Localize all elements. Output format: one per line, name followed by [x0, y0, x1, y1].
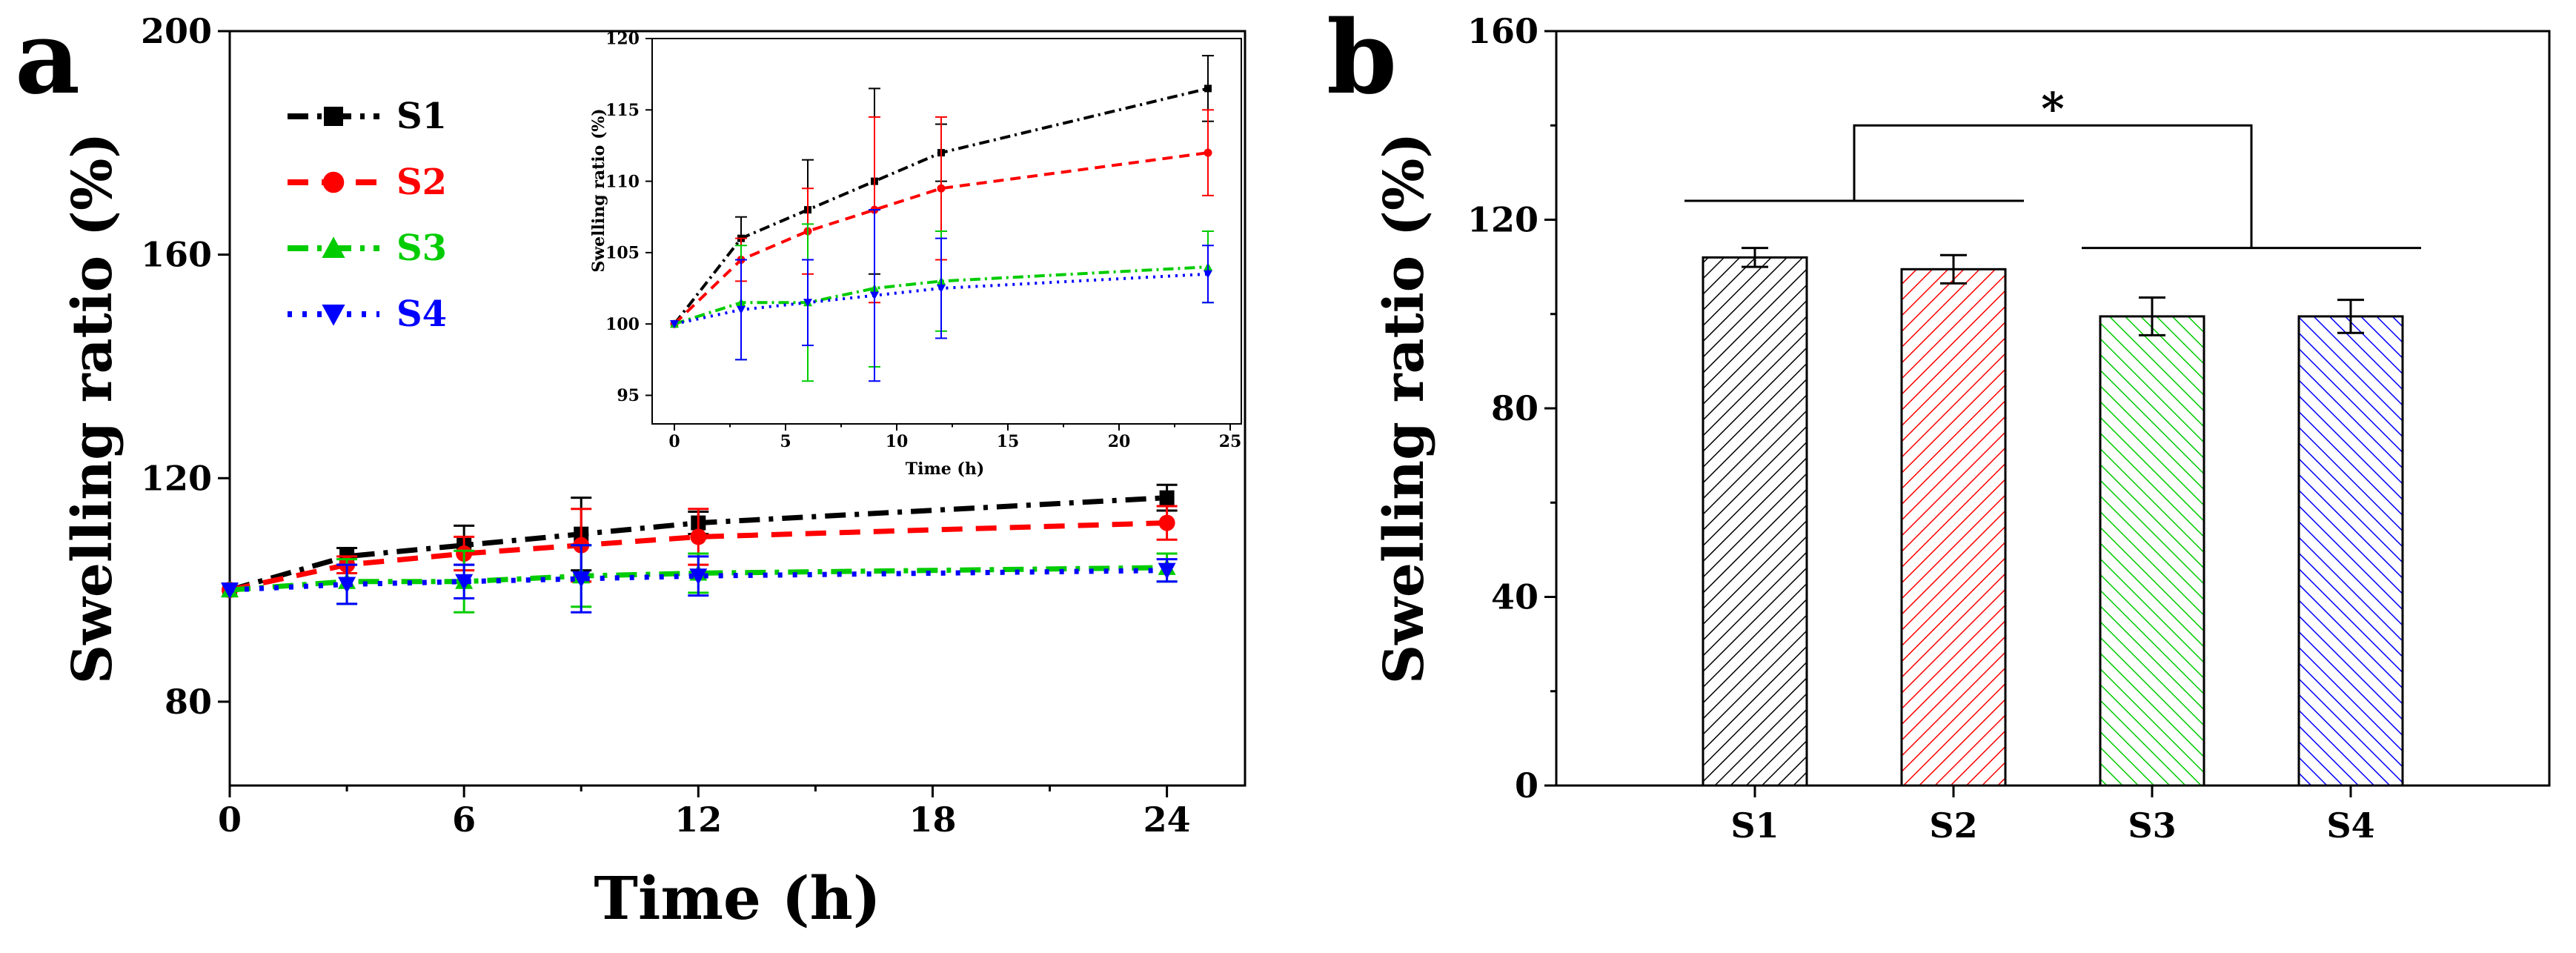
data-point-s4 — [803, 299, 812, 308]
series-line-s3 — [229, 565, 1167, 593]
panel-b-bars: S1 S2 S3 S4 — [1702, 247, 2404, 846]
bar-s2 — [1900, 268, 2007, 787]
x-tick-label-s2: S2 — [1929, 806, 1977, 846]
data-point-s4 — [221, 582, 239, 600]
data-point-s4 — [870, 291, 879, 300]
legend-label-s2: S2 — [396, 162, 447, 203]
legend-marker-s4 — [322, 305, 345, 326]
legend-label-s3: S3 — [396, 228, 447, 269]
legend-marker-s3 — [322, 236, 345, 258]
data-point-s2 — [1204, 148, 1212, 157]
panel-a-inset-ticks: 0 5 10 15 20 25 95 100 105 110 115 120 — [605, 30, 1241, 451]
panel-b-chart: 0 40 80 120 160 S1 S2 S3 S4 * Swelling ratio (%… — [1372, 11, 2551, 846]
y-tick-label: 160 — [141, 235, 212, 275]
data-point-s4 — [937, 285, 946, 293]
y-tick-label: 0 — [1515, 766, 1538, 806]
x-tick-label: 10 — [886, 432, 909, 451]
bar-s4 — [2297, 315, 2404, 787]
y-tick-label: 200 — [141, 11, 212, 51]
x-tick-label: 15 — [997, 432, 1020, 451]
data-point-s2 — [1158, 514, 1175, 531]
data-point-s4 — [670, 320, 679, 329]
y-tick-label: 40 — [1491, 577, 1538, 617]
y-tick-label: 120 — [1467, 200, 1538, 240]
data-point-s4 — [689, 568, 708, 585]
x-tick-label: 0 — [218, 800, 242, 840]
panel-b-significance: * — [1684, 83, 2421, 250]
x-tick-label: 20 — [1108, 432, 1131, 451]
panel-a-inset-x-axis-label: Time (h) — [906, 459, 984, 479]
data-point-s4 — [737, 305, 746, 314]
panel-a-inset-series — [670, 55, 1214, 382]
bar-s1 — [1702, 256, 1808, 787]
y-tick-label: 100 — [605, 315, 640, 334]
panel-a-series — [221, 483, 1178, 614]
y-tick-label: 115 — [605, 101, 640, 120]
x-tick-label: 12 — [674, 800, 722, 840]
x-tick-label: 18 — [909, 800, 956, 840]
panel-b-y-axis-label: Swelling ratio (%) — [1372, 133, 1436, 685]
panel-b-ticks: 0 40 80 120 160 — [1467, 11, 1556, 806]
legend-marker-s1 — [324, 107, 343, 126]
data-point-s2 — [690, 528, 707, 545]
panel-a-y-axis-label: Swelling ratio (%) — [61, 133, 125, 685]
series-line-s3 — [674, 265, 1209, 326]
series-line-s2 — [673, 151, 1209, 325]
y-tick-label: 160 — [1467, 11, 1538, 51]
x-tick-label: 5 — [780, 432, 791, 451]
y-tick-label: 80 — [1491, 388, 1538, 428]
data-point-s4 — [338, 577, 356, 594]
panel-a-inset-chart: 0 5 10 15 20 25 95 100 105 110 115 120 Swelling rat… — [589, 30, 1242, 479]
legend-marker-s2 — [322, 171, 345, 193]
panel-b-label: b — [1327, 0, 1397, 117]
y-tick-label: 120 — [605, 30, 640, 49]
y-tick-label: 120 — [141, 458, 212, 498]
x-tick-label: 0 — [668, 432, 680, 451]
y-tick-label: 105 — [605, 244, 640, 263]
data-point-s4 — [1204, 270, 1212, 279]
x-tick-label-s1: S1 — [1730, 806, 1779, 846]
data-point-s4 — [1158, 562, 1176, 580]
panel-a-legend: S1 S2 S3 S4 — [288, 96, 447, 335]
legend-label-s4: S4 — [396, 293, 447, 335]
panel-a-x-axis-label: Time (h) — [594, 863, 880, 933]
data-point-s1 — [1159, 490, 1175, 505]
significance-bracket — [1853, 124, 2253, 248]
y-tick-label: 80 — [165, 682, 212, 722]
x-tick-label: 25 — [1219, 432, 1242, 451]
data-point-s4 — [455, 574, 474, 591]
y-tick-label: 95 — [617, 386, 640, 405]
x-tick-label: 6 — [452, 800, 476, 840]
data-point-s4 — [572, 571, 591, 588]
x-tick-label: 24 — [1143, 800, 1191, 840]
data-point-s1 — [1204, 84, 1212, 93]
series-line-s1 — [229, 495, 1167, 593]
data-point-s2 — [937, 184, 946, 193]
bar-s3 — [2099, 315, 2205, 787]
panel-a-label: a — [15, 0, 80, 117]
panel-a-inset-y-axis-label: Swelling ratio (%) — [589, 108, 608, 272]
series-line-s2 — [229, 520, 1167, 593]
series-line-s1 — [673, 87, 1209, 325]
panel-a-plot-frame — [228, 30, 1246, 787]
significance-star: * — [2041, 83, 2064, 135]
x-tick-label-s3: S3 — [2128, 806, 2176, 846]
y-tick-label: 110 — [605, 172, 640, 191]
x-tick-label-s4: S4 — [2326, 806, 2374, 846]
legend-label-s1: S1 — [396, 96, 447, 137]
